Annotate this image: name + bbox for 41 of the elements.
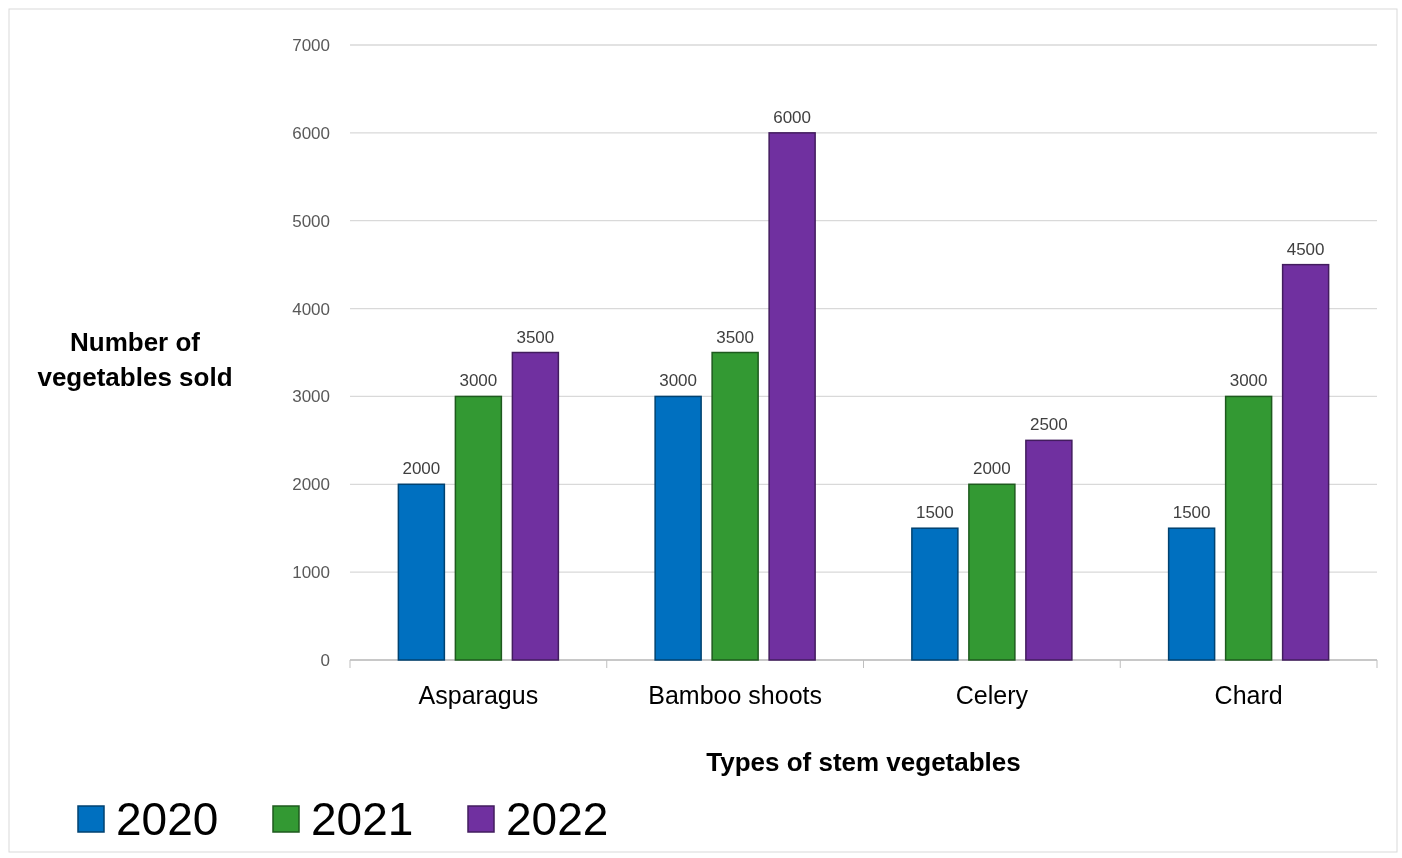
data-label: 1500 bbox=[1172, 503, 1211, 523]
data-label: 3000 bbox=[659, 371, 698, 391]
bar bbox=[397, 483, 446, 661]
bar bbox=[711, 351, 759, 661]
bar bbox=[1224, 395, 1273, 661]
y-tick-label: 0 bbox=[320, 650, 330, 670]
data-label: 1500 bbox=[915, 503, 954, 523]
bar bbox=[654, 395, 702, 661]
data-label: 3000 bbox=[1229, 371, 1268, 391]
bar bbox=[1281, 263, 1330, 661]
legend-label: 2020 bbox=[116, 793, 219, 845]
x-tick-label: Asparagus bbox=[418, 681, 539, 709]
legend-label: 2021 bbox=[311, 793, 414, 845]
data-label: 6000 bbox=[773, 107, 812, 127]
y-tick-label: 4000 bbox=[292, 299, 330, 319]
x-tick-label: Bamboo shoots bbox=[648, 681, 822, 709]
data-label: 3500 bbox=[516, 327, 555, 347]
bar bbox=[968, 483, 1016, 661]
data-label: 2000 bbox=[402, 459, 441, 479]
x-tick-label: Celery bbox=[955, 681, 1029, 709]
bar bbox=[911, 527, 959, 661]
y-tick-label: 6000 bbox=[292, 123, 330, 143]
data-label: 3000 bbox=[459, 371, 498, 391]
data-label: 2000 bbox=[972, 459, 1011, 479]
y-axis-title: Number of vegetables sold bbox=[37, 327, 233, 392]
bar bbox=[1025, 439, 1073, 661]
bar bbox=[768, 132, 816, 661]
y-tick-label: 5000 bbox=[292, 211, 330, 231]
y-tick-label: 2000 bbox=[292, 475, 330, 495]
data-label: 4500 bbox=[1286, 239, 1325, 259]
x-axis-title: Types of stem vegetables bbox=[706, 747, 1021, 777]
bar bbox=[1167, 527, 1216, 661]
legend-label: 2022 bbox=[506, 793, 609, 845]
y-tick-label: 7000 bbox=[292, 35, 330, 55]
bar bbox=[511, 351, 560, 661]
bar bbox=[454, 395, 503, 661]
y-tick-label: 3000 bbox=[292, 387, 330, 407]
y-tick-label: 1000 bbox=[292, 563, 330, 583]
x-tick-label: Chard bbox=[1214, 681, 1283, 709]
data-label: 3500 bbox=[716, 327, 755, 347]
data-label: 2500 bbox=[1029, 415, 1068, 435]
